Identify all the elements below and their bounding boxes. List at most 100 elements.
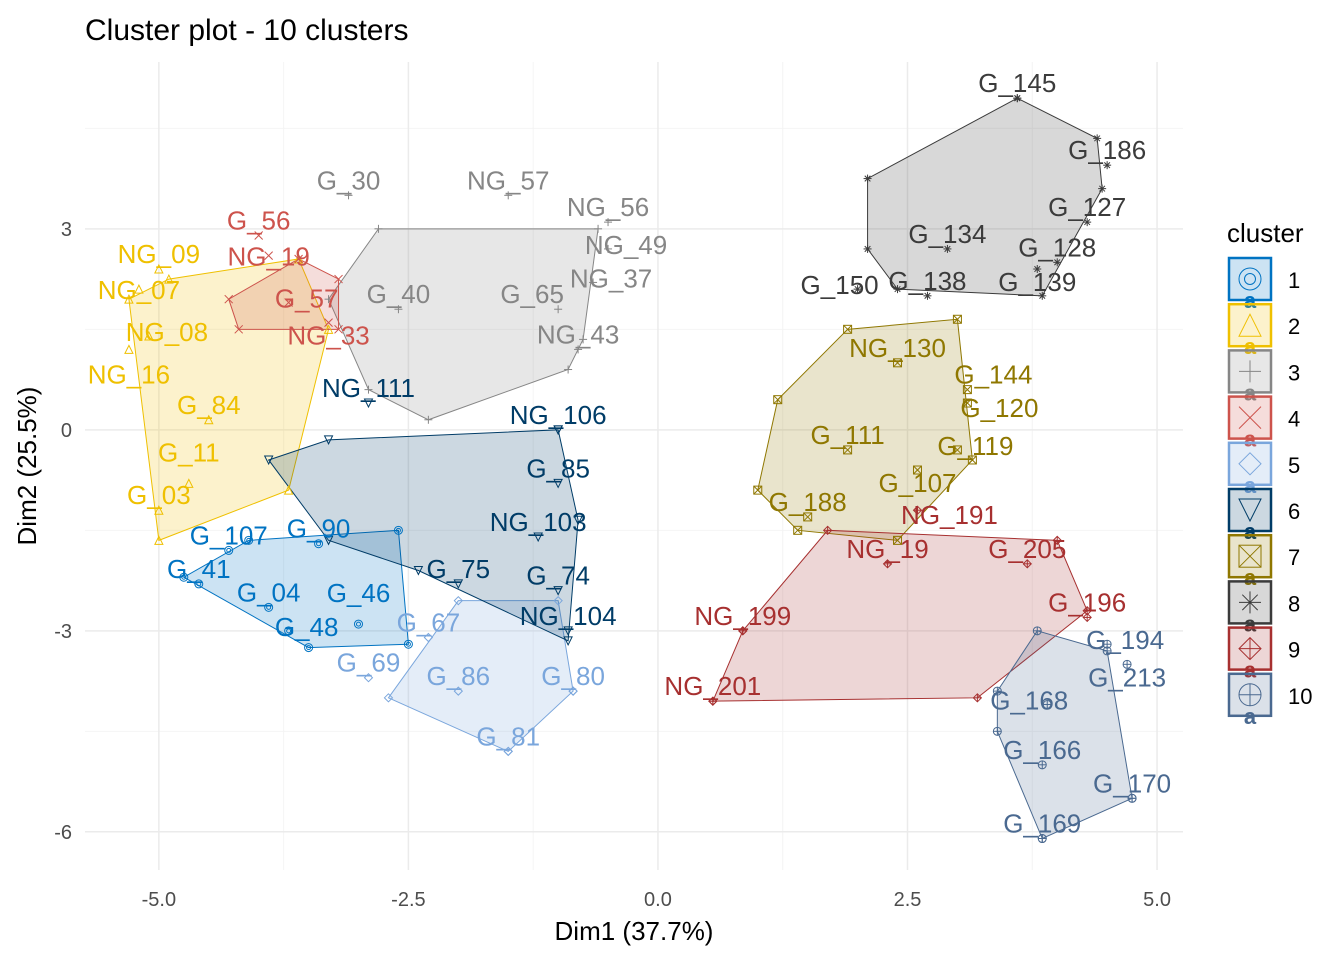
data-point [822,525,833,536]
legend-label-7: 7 [1288,545,1300,570]
point-label: G_166 [1003,735,1081,765]
point-label: NG_201 [664,671,761,701]
marker-stroke [316,541,322,547]
marker-stroke [181,574,187,580]
data-point [967,455,977,465]
legend-label-4: 4 [1288,407,1300,432]
data-point [563,636,573,646]
marker-stroke [264,251,274,260]
data-point [708,696,718,706]
data-point [972,693,983,703]
point-label: G_139 [998,267,1076,297]
data-point [952,445,962,455]
point-label: G_84 [177,390,241,420]
data-point [553,478,563,489]
marker-stroke [573,515,583,526]
legend-symbol-7 [1238,544,1262,568]
point-label: G_40 [367,279,431,309]
marker-stroke [553,478,563,489]
legend-title: cluster [1227,218,1304,248]
data-point [893,358,903,368]
point-label: NG_08 [126,317,208,347]
marker-stroke [952,445,962,455]
point-label: G_196 [1048,587,1126,617]
data-point [553,595,563,606]
marker-stroke [1238,544,1262,568]
data-point [863,244,872,253]
data-point [992,686,1002,696]
marker-stroke [264,602,274,612]
data-point [574,345,583,354]
point-label: G_150 [801,270,879,300]
marker-stroke [843,445,852,455]
data-point [324,318,333,327]
data-point [284,298,293,307]
marker-stroke [503,746,513,757]
data-point [154,535,164,545]
point-label: G_186 [1068,135,1146,165]
point-label: NG_49 [585,230,667,260]
data-point [943,244,952,253]
legend-key-letter: a [1244,288,1257,313]
marker-stroke [283,485,294,495]
cluster-hull-8 [867,97,1103,297]
legend-symbol-1 [1238,267,1262,291]
marker-stroke [1054,259,1061,266]
data-point [604,244,613,253]
marker-stroke [224,294,234,304]
legend-label-5: 5 [1288,453,1300,478]
marker-stroke [952,314,962,324]
data-point [1103,161,1112,170]
marker-stroke [194,579,204,589]
marker-stroke [354,619,364,629]
data-point [843,324,853,334]
y-tick-label: 0 [61,420,72,442]
data-point [604,218,613,227]
x-axis-label: Dim1 (37.7%) [555,916,714,946]
data-point [294,254,303,264]
marker-stroke [854,285,861,293]
data-point [553,586,563,596]
marker-stroke [246,537,252,543]
point-label: G_107 [190,520,268,550]
point-label: G_75 [427,554,491,584]
marker-stroke [334,274,343,284]
point-label: NG_130 [849,333,946,363]
data-point [323,535,334,546]
data-point [354,619,364,629]
marker-stroke [284,298,293,307]
marker-stroke [226,547,232,553]
marker-stroke [894,285,901,293]
point-label: G_90 [287,514,351,544]
data-point [453,595,464,606]
data-point [363,398,374,409]
data-point [962,398,972,408]
point-label: G_57 [275,284,339,314]
data-point [893,535,903,545]
legend-key-letter: a [1244,427,1257,452]
y-axis-ticks: -6 -3 0 3 [54,219,72,844]
marker-stroke [953,314,962,324]
marker-stroke [962,398,972,408]
y-tick-label: -3 [54,621,72,643]
data-point [503,746,513,757]
y-tick-label: 3 [61,219,72,241]
point-label: G_67 [397,608,461,638]
point-label: G_134 [908,219,986,249]
marker-stroke [1039,292,1046,299]
data-point [1083,218,1092,227]
marker-stroke [893,358,903,368]
point-label: NG_33 [287,321,369,351]
marker-stroke [1238,452,1262,476]
point-labels: G_41G_04 G_48 G_107 G_90 G_46 NG_09 NG_07 G_03 G… [88,68,1171,838]
data-point [124,344,134,354]
data-point [134,284,144,294]
marker-stroke [154,263,164,274]
point-label: NG_103 [490,507,587,537]
marker-stroke [363,398,374,409]
data-point [738,626,748,636]
data-point [589,278,598,287]
marker-stroke [383,693,394,703]
marker-stroke [184,478,194,488]
point-label: NG_19 [227,242,309,272]
